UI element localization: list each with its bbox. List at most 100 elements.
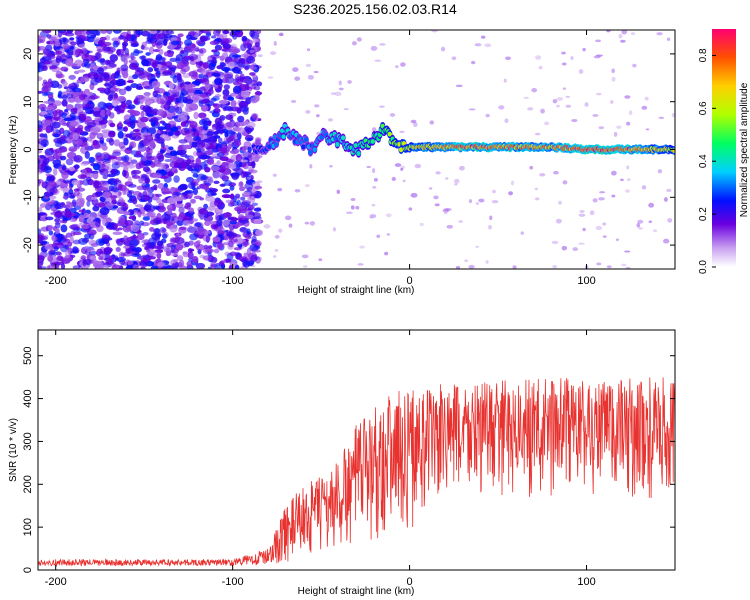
noise-speckle <box>531 87 538 93</box>
noise-speckle <box>618 33 623 39</box>
noise-speckle <box>143 206 152 211</box>
noise-speckle <box>102 191 111 199</box>
noise-speckle <box>329 164 333 168</box>
noise-speckle <box>209 110 218 114</box>
noise-speckle <box>220 38 230 45</box>
noise-speckle <box>92 181 102 189</box>
noise-speckle <box>135 204 144 208</box>
noise-speckle <box>157 262 166 267</box>
noise-speckle <box>117 227 123 231</box>
noise-speckle <box>99 140 105 144</box>
noise-speckle <box>92 205 100 212</box>
noise-speckle <box>241 241 250 246</box>
noise-speckle <box>236 70 243 75</box>
noise-speckle <box>209 40 220 46</box>
noise-speckle <box>142 105 152 113</box>
noise-speckle <box>94 154 101 159</box>
noise-speckle <box>75 226 80 231</box>
noise-speckle <box>213 171 221 179</box>
noise-speckle <box>243 252 249 258</box>
noise-speckle <box>38 240 42 244</box>
noise-speckle <box>175 54 184 62</box>
noise-speckle <box>101 152 110 160</box>
noise-speckle <box>175 106 183 115</box>
noise-speckle <box>128 59 138 64</box>
noise-speckle <box>140 44 145 50</box>
noise-speckle <box>157 126 167 131</box>
noise-speckle <box>250 30 259 33</box>
noise-speckle <box>116 95 126 102</box>
noise-speckle <box>88 156 96 164</box>
noise-speckle <box>60 134 67 140</box>
noise-speckle <box>184 130 191 135</box>
noise-speckle <box>168 146 174 151</box>
noise-speckle <box>105 90 116 97</box>
noise-speckle <box>130 110 141 117</box>
noise-speckle <box>207 205 217 211</box>
noise-speckle <box>167 112 174 118</box>
noise-speckle <box>42 79 48 85</box>
noise-speckle <box>267 76 274 79</box>
noise-speckle <box>125 33 133 39</box>
noise-speckle <box>64 250 71 259</box>
noise-speckle <box>62 81 68 87</box>
noise-speckle <box>555 218 562 224</box>
noise-speckle <box>203 214 209 219</box>
spectrogram-x-tick-label: -200 <box>45 275 67 287</box>
noise-speckle <box>641 185 647 190</box>
noise-speckle <box>89 131 96 140</box>
noise-speckle <box>78 214 85 221</box>
noise-speckle <box>80 161 89 166</box>
noise-speckle <box>485 113 490 118</box>
noise-speckle <box>294 76 301 81</box>
noise-speckle <box>218 147 228 154</box>
noise-speckle <box>202 62 209 69</box>
noise-speckle <box>178 259 185 268</box>
noise-speckle <box>156 152 164 160</box>
noise-speckle <box>102 218 113 223</box>
noise-speckle <box>167 100 172 105</box>
noise-speckle <box>391 176 397 182</box>
noise-speckle <box>118 162 128 168</box>
noise-speckle <box>47 155 55 162</box>
noise-speckle <box>123 137 129 146</box>
snr-x-tick-label: 100 <box>577 576 595 588</box>
noise-speckle <box>240 170 246 179</box>
noise-speckle <box>154 39 162 46</box>
noise-speckle <box>239 219 250 224</box>
noise-speckle <box>38 228 42 235</box>
noise-speckle <box>47 224 54 231</box>
noise-speckle <box>107 94 113 102</box>
noise-speckle <box>85 107 94 115</box>
noise-speckle <box>151 232 161 240</box>
noise-speckle <box>534 197 540 201</box>
noise-speckle <box>170 166 178 174</box>
noise-speckle <box>93 260 104 269</box>
noise-speckle <box>213 180 220 184</box>
noise-speckle <box>503 78 507 83</box>
noise-speckle <box>198 30 204 35</box>
noise-speckle <box>468 199 473 204</box>
noise-speckle <box>72 107 78 113</box>
noise-speckle <box>327 118 334 122</box>
ridge-core <box>304 137 309 143</box>
noise-speckle <box>113 139 121 147</box>
noise-speckle <box>306 48 311 52</box>
noise-speckle <box>109 63 117 68</box>
noise-speckle <box>152 179 161 184</box>
noise-speckle <box>142 232 149 236</box>
noise-speckle <box>578 242 585 245</box>
colorbar-gradient <box>712 29 736 267</box>
noise-speckle <box>62 218 68 222</box>
noise-speckle <box>192 135 201 142</box>
noise-speckle <box>59 37 69 45</box>
noise-speckle <box>157 182 165 190</box>
noise-speckle <box>46 34 52 39</box>
noise-speckle <box>130 83 139 89</box>
noise-speckle <box>638 227 643 230</box>
noise-speckle <box>562 87 567 90</box>
noise-speckle <box>562 180 568 185</box>
noise-speckle <box>52 167 58 176</box>
noise-speckle <box>127 184 137 188</box>
noise-speckle <box>85 176 92 182</box>
